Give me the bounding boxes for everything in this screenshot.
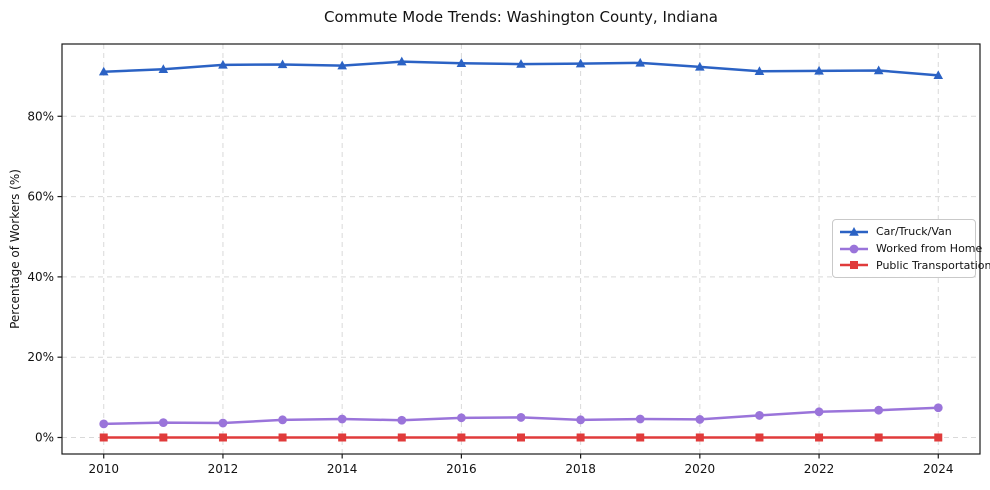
legend-item-worked-from-home: Worked from Home [839, 242, 982, 256]
x-tick-label: 2024 [923, 462, 954, 476]
legend-square-icon [840, 261, 868, 270]
y-axis-tick-labels: 0% 20% 40% 60% 80% [27, 109, 54, 444]
series-public-transportation [99, 433, 943, 442]
y-tick-label: 0% [35, 430, 54, 444]
y-tick-label: 20% [27, 350, 54, 364]
x-tick-label: 2010 [88, 462, 119, 476]
y-tick-label: 60% [27, 190, 54, 204]
plot-frame [61, 43, 981, 455]
legend-item-car-truck-van: Car/Truck/Van [839, 225, 969, 239]
chart-title: Commute Mode Trends: Washington County, … [324, 8, 718, 26]
x-tick-label: 2016 [446, 462, 477, 476]
legend: Car/Truck/Van Worked from Home Public Tr… [832, 219, 990, 278]
x-axis-tick-labels: 2010 2012 2014 2016 2018 2020 2022 2024 [88, 462, 953, 476]
y-tick-label: 40% [27, 270, 54, 284]
axis-ticks [57, 115, 939, 459]
y-tick-label: 80% [27, 109, 54, 123]
x-tick-label: 2014 [327, 462, 358, 476]
legend-circle-icon [840, 244, 868, 253]
x-tick-label: 2018 [565, 462, 596, 476]
series-car-truck-van [98, 56, 944, 80]
legend-label: Car/Truck/Van [876, 225, 952, 239]
legend-item-public-transportation: Public Transportation [839, 258, 990, 272]
x-tick-label: 2012 [208, 462, 239, 476]
x-tick-label: 2020 [685, 462, 716, 476]
series-worked-from-home [99, 403, 943, 429]
x-tick-label: 2022 [804, 462, 835, 476]
legend-label: Public Transportation [876, 258, 990, 272]
legend-triangle-icon [840, 226, 868, 236]
legend-label: Worked from Home [876, 242, 983, 255]
